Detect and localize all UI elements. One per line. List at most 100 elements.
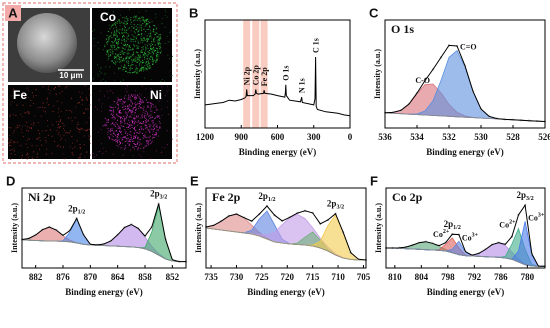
map-dot bbox=[46, 120, 48, 122]
map-dot bbox=[138, 108, 140, 110]
map-dot bbox=[140, 107, 142, 109]
map-dot bbox=[116, 119, 118, 121]
map-dot bbox=[47, 86, 49, 88]
map-dot bbox=[116, 97, 118, 99]
map-dot bbox=[47, 88, 49, 90]
map-dot bbox=[134, 19, 136, 21]
map-dot bbox=[154, 117, 156, 119]
map-dot bbox=[158, 41, 160, 43]
map-dot bbox=[144, 116, 146, 118]
map-dot bbox=[141, 128, 143, 130]
map-dot bbox=[30, 127, 32, 129]
map-dot bbox=[130, 136, 132, 138]
map-dot bbox=[125, 108, 127, 110]
map-dot bbox=[137, 124, 139, 126]
map-dot bbox=[33, 122, 35, 124]
map-dot bbox=[108, 136, 110, 138]
map-dot bbox=[158, 38, 160, 40]
map-dot bbox=[116, 136, 118, 138]
map-dot bbox=[149, 22, 151, 24]
map-dot bbox=[133, 44, 135, 46]
text-part: Co bbox=[499, 220, 509, 229]
map-dot bbox=[151, 57, 153, 59]
map-dot bbox=[152, 121, 154, 123]
map-dot bbox=[139, 63, 141, 65]
map-dot bbox=[106, 42, 108, 44]
map-dot bbox=[141, 17, 143, 19]
fe-tile bbox=[8, 85, 90, 159]
map-dot bbox=[98, 99, 100, 101]
map-dot bbox=[136, 115, 138, 117]
map-dot bbox=[43, 110, 45, 112]
map-dot bbox=[127, 19, 129, 21]
map-dot bbox=[110, 128, 112, 130]
map-dot bbox=[159, 122, 161, 124]
map-dot bbox=[129, 125, 131, 127]
map-dot bbox=[146, 38, 148, 40]
map-dot bbox=[125, 44, 127, 46]
map-dot bbox=[63, 134, 65, 136]
map-dot bbox=[127, 53, 129, 55]
map-dot bbox=[126, 36, 128, 38]
map-dot bbox=[13, 88, 15, 90]
map-dot bbox=[112, 122, 114, 124]
map-dot bbox=[151, 55, 153, 57]
map-dot bbox=[135, 28, 137, 30]
map-dot bbox=[103, 125, 105, 127]
map-dot bbox=[142, 108, 144, 110]
map-dot bbox=[123, 119, 125, 121]
map-dot bbox=[112, 51, 114, 53]
map-dot bbox=[116, 114, 118, 116]
map-dot bbox=[118, 111, 120, 113]
map-dot bbox=[156, 129, 158, 131]
map-dot bbox=[121, 21, 123, 23]
map-dot bbox=[112, 122, 114, 124]
map-dot bbox=[167, 41, 169, 43]
label-box bbox=[5, 5, 21, 21]
map-dot bbox=[128, 104, 130, 106]
map-dot bbox=[47, 125, 49, 127]
map-dot bbox=[124, 117, 126, 119]
map-dot bbox=[113, 33, 115, 35]
x-tick-label: 900 bbox=[235, 132, 249, 142]
map-dot bbox=[137, 40, 139, 42]
map-dot bbox=[117, 46, 119, 48]
map-dot bbox=[169, 31, 171, 33]
map-dot bbox=[133, 26, 135, 28]
map-dot bbox=[45, 141, 47, 143]
map-dot bbox=[149, 29, 151, 31]
map-dot bbox=[41, 106, 43, 108]
panel-letter: A bbox=[8, 5, 18, 20]
map-dot bbox=[118, 47, 120, 49]
map-dot bbox=[121, 50, 123, 52]
map-dot bbox=[125, 118, 127, 120]
map-dot bbox=[151, 103, 153, 105]
map-dot bbox=[27, 89, 29, 91]
map-dot bbox=[145, 118, 147, 120]
map-dot bbox=[112, 44, 114, 46]
map-dot bbox=[121, 131, 123, 133]
map-dot bbox=[139, 25, 141, 27]
map-dot bbox=[123, 23, 125, 25]
map-dot bbox=[130, 67, 132, 69]
map-dot bbox=[148, 62, 150, 64]
map-dot bbox=[114, 40, 116, 42]
map-dot bbox=[130, 38, 132, 40]
map-dot bbox=[113, 111, 115, 113]
map-dot bbox=[133, 60, 135, 62]
map-dot bbox=[135, 143, 137, 145]
map-dot bbox=[105, 80, 107, 82]
map-dot bbox=[147, 54, 149, 56]
map-dot bbox=[142, 40, 144, 42]
map-dot bbox=[155, 106, 157, 108]
map-dot bbox=[158, 43, 160, 45]
map-dot bbox=[161, 108, 163, 110]
map-dot bbox=[79, 157, 81, 159]
map-dot bbox=[129, 72, 131, 74]
map-dot bbox=[124, 48, 126, 50]
map-dot bbox=[97, 73, 99, 75]
map-dot bbox=[135, 116, 137, 118]
map-dot bbox=[26, 154, 28, 156]
map-dot bbox=[149, 67, 151, 69]
map-dot bbox=[142, 116, 144, 118]
